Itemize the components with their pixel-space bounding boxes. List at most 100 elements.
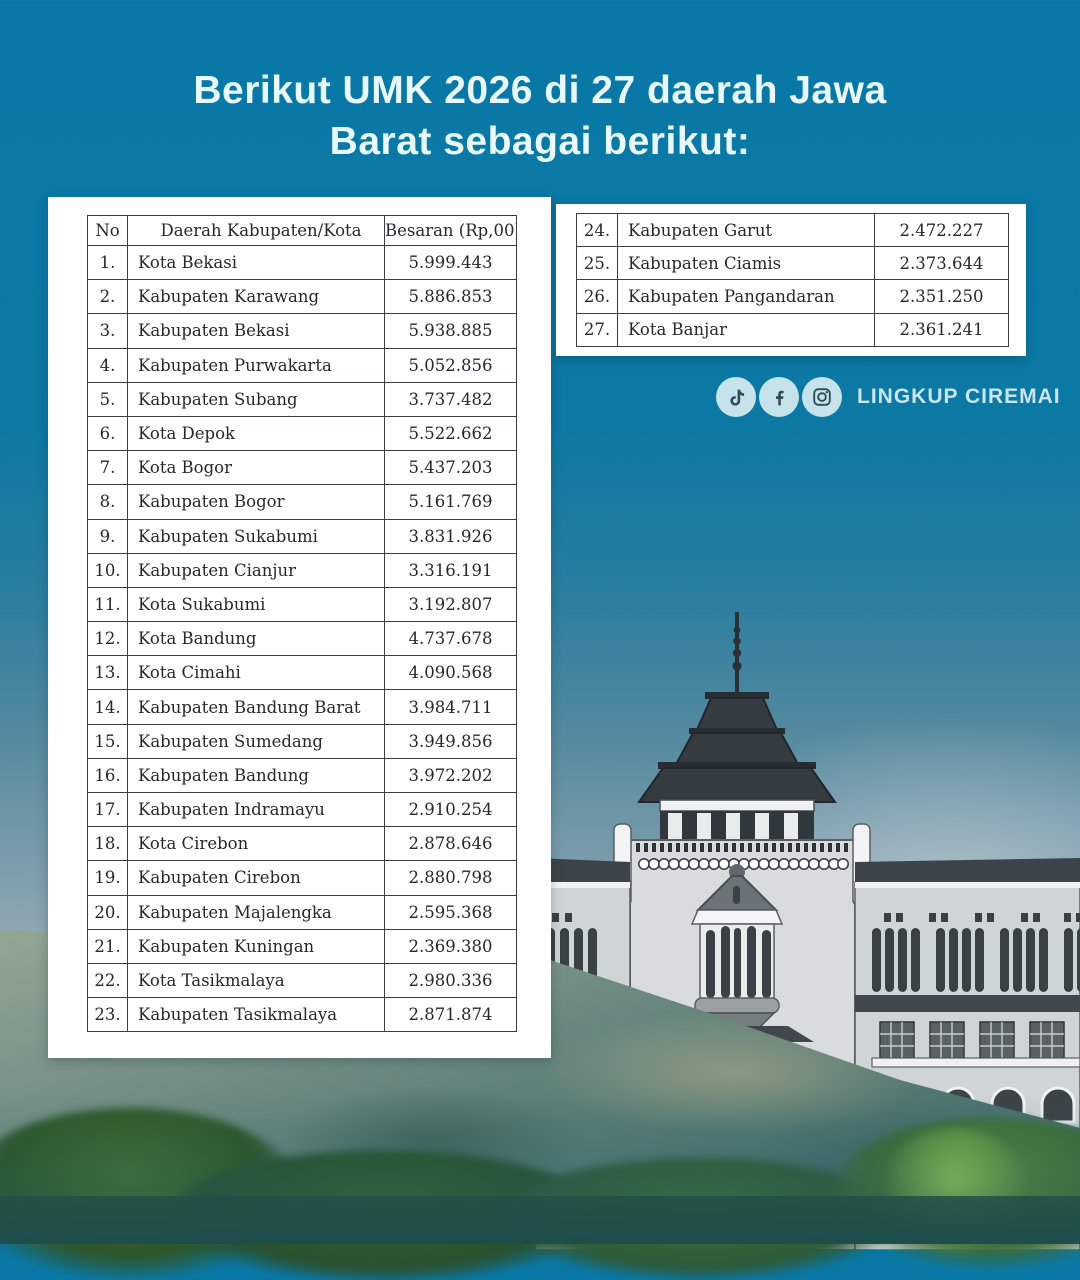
table-row: 1. Kota Bekasi 5.999.443 [87,244,517,281]
table-row: 18. Kota Cirebon 2.878.646 [87,826,517,862]
cell-no: 6. [87,415,128,452]
cell-besaran: 3.984.711 [384,689,517,725]
table-row: 23. Kabupaten Tasikmalaya 2.871.874 [87,997,517,1033]
cell-no: 15. [87,723,128,759]
cell-besaran: 2.878.646 [384,826,517,862]
cell-daerah: Kota Cimahi [127,655,385,691]
table-row: 2. Kabupaten Karawang 5.886.853 [87,279,517,315]
table-row: 20. Kabupaten Majalengka 2.595.368 [87,894,517,930]
cell-daerah: Kota Bandung [127,621,385,657]
page-title: Berikut UMK 2026 di 27 daerah Jawa Barat… [0,66,1080,167]
cell-besaran: 2.369.380 [384,928,517,964]
cell-besaran: 5.938.885 [384,313,517,349]
umk-table-panel-left: No Daerah Kabupaten/Kota Besaran (Rp,00)… [48,197,551,1058]
cell-daerah: Kabupaten Bandung [127,757,385,794]
cell-daerah: Kabupaten Purwakarta [127,347,385,383]
tiktok-icon[interactable] [716,377,756,417]
table-row: 21. Kabupaten Kuningan 2.369.380 [87,928,517,964]
cell-no: 18. [87,826,128,862]
table-row: 12. Kota Bandung 4.737.678 [87,621,517,657]
table-row: 6. Kota Depok 5.522.662 [87,415,517,452]
cell-besaran: 2.595.368 [384,894,517,930]
cell-besaran: 2.880.798 [384,860,517,896]
cell-daerah: Kota Bekasi [127,244,385,281]
cell-daerah: Kabupaten Majalengka [127,894,385,930]
table-row: 10. Kabupaten Cianjur 3.316.191 [87,552,517,588]
facebook-icon[interactable] [759,377,799,417]
cell-besaran: 2.871.874 [384,997,517,1033]
table-row: 17. Kabupaten Indramayu 2.910.254 [87,791,517,828]
cell-besaran: 3.831.926 [384,518,517,554]
cell-daerah: Kabupaten Subang [127,381,385,417]
cell-daerah: Kota Bogor [127,450,385,486]
cell-daerah: Kabupaten Bekasi [127,313,385,349]
cell-no: 2. [87,279,128,315]
cell-no: 12. [87,621,128,657]
brand-label: LINGKUP CIREMAI [857,385,1061,408]
tree-line [0,1196,1080,1244]
cell-besaran: 5.999.443 [384,244,517,281]
table-row: 14. Kabupaten Bandung Barat 3.984.711 [87,689,517,725]
table-row: 26. Kabupaten Pangandaran 2.351.250 [576,279,1009,314]
table-row: 25. Kabupaten Ciamis 2.373.644 [576,246,1009,281]
cell-daerah: Kota Sukabumi [127,586,385,623]
cell-no: 25. [576,246,618,281]
cell-no: 10. [87,552,128,588]
cell-besaran: 2.980.336 [384,962,517,999]
cell-daerah: Kota Tasikmalaya [127,962,385,999]
cell-no: 27. [576,312,618,347]
table-row: 13. Kota Cimahi 4.090.568 [87,655,517,691]
table-row: 16. Kabupaten Bandung 3.972.202 [87,757,517,794]
table-row: 27. Kota Banjar 2.361.241 [576,312,1009,347]
cell-no: 3. [87,313,128,349]
cell-besaran: 5.522.662 [384,415,517,452]
table-row: 15. Kabupaten Sumedang 3.949.856 [87,723,517,759]
cell-daerah: Kabupaten Ciamis [617,246,875,281]
cell-no: 26. [576,279,618,314]
cell-no: 13. [87,655,128,691]
cell-besaran: 5.052.856 [384,347,517,383]
cell-daerah: Kabupaten Kuningan [127,928,385,964]
header-besaran: Besaran (Rp,00) [384,215,517,246]
cell-no: 22. [87,962,128,999]
cell-daerah: Kota Cirebon [127,826,385,862]
cell-daerah: Kabupaten Cianjur [127,552,385,588]
table-row: 22. Kota Tasikmalaya 2.980.336 [87,962,517,999]
cell-besaran: 5.161.769 [384,484,517,520]
cell-no: 17. [87,791,128,828]
table-row: 3. Kabupaten Bekasi 5.938.885 [87,313,517,349]
table-row: 24. Kabupaten Garut 2.472.227 [576,212,1009,248]
table-row: 19. Kabupaten Cirebon 2.880.798 [87,860,517,896]
cell-besaran: 3.949.856 [384,723,517,759]
table-row: 8. Kabupaten Bogor 5.161.769 [87,484,517,520]
cell-besaran: 3.972.202 [384,757,517,794]
cell-besaran: 2.361.241 [874,312,1009,347]
cell-besaran: 2.910.254 [384,791,517,828]
cell-besaran: 5.886.853 [384,279,517,315]
cell-no: 20. [87,894,128,930]
cell-besaran: 3.192.807 [384,586,517,623]
cell-daerah: Kabupaten Sumedang [127,723,385,759]
cell-daerah: Kabupaten Karawang [127,279,385,315]
cell-no: 9. [87,518,128,554]
cell-no: 4. [87,347,128,383]
header-no: No [87,215,128,246]
umk-table-right: 24. Kabupaten Garut 2.472.227 25. Kabupa… [576,212,1009,347]
title-line-2: Barat sebagai berikut: [329,119,751,163]
table-row: 7. Kota Bogor 5.437.203 [87,450,517,486]
cell-daerah: Kabupaten Bogor [127,484,385,520]
cell-besaran: 2.373.644 [874,246,1009,281]
cell-no: 5. [87,381,128,417]
cell-daerah: Kota Banjar [617,312,875,347]
cell-besaran: 4.090.568 [384,655,517,691]
cell-daerah: Kabupaten Indramayu [127,791,385,828]
cell-daerah: Kabupaten Pangandaran [617,279,875,314]
instagram-icon[interactable] [802,377,842,417]
bottom-haze [0,1094,1080,1244]
cell-daerah: Kabupaten Sukabumi [127,518,385,554]
cell-besaran: 2.351.250 [874,279,1009,314]
title-line-1: Berikut UMK 2026 di 27 daerah Jawa [193,69,887,112]
cell-no: 8. [87,484,128,520]
cell-daerah: Kabupaten Garut [617,212,875,248]
